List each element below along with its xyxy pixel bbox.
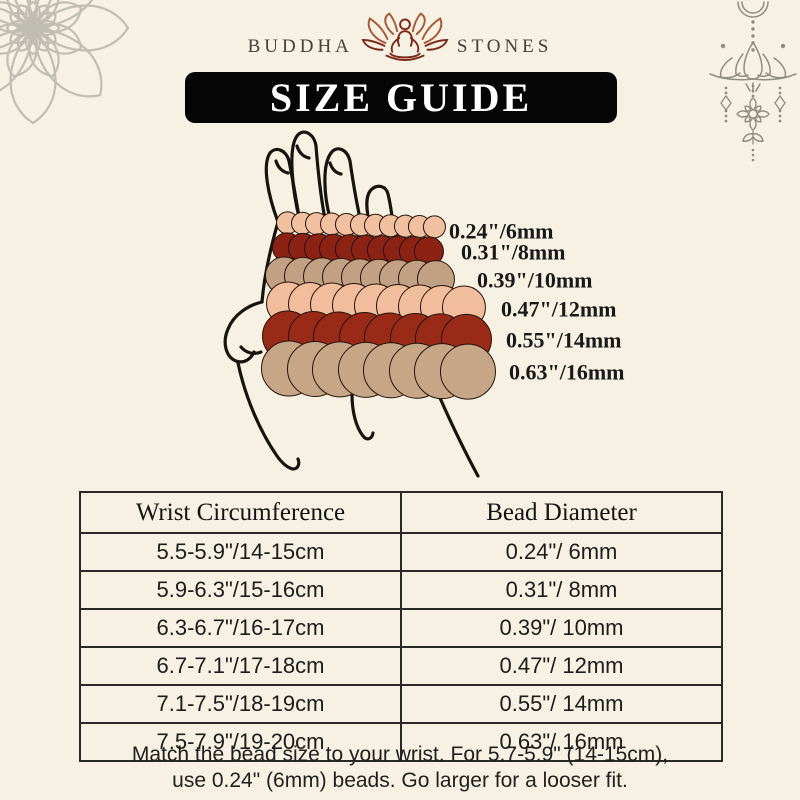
brand-name-left: BUDDHA [247,36,353,57]
table-cell: 0.55"/ 14mm [400,684,723,724]
table-cell: 0.47"/ 12mm [400,646,723,686]
bracelet-row [260,340,496,401]
table-cell: 7.5-7.9"/19-20cm [79,722,402,762]
brand-name-right: STONES [456,36,553,57]
table-row: 5.5-5.9"/14-15cm 0.24"/ 6mm [79,532,723,572]
table-cell: 5.9-6.3"/15-16cm [79,570,402,610]
bead-size-label: 0.55"/14mm [506,327,622,353]
banner-title: SIZE GUIDE [269,75,533,120]
column-header-wrist-circumference: Wrist Circumference [79,491,402,534]
table-row: 7.5-7.9"/19-20cm 0.63"/ 16mm [79,722,723,762]
size-guide-banner: SIZE GUIDE [185,72,617,123]
table-row: 7.1-7.5"/18-19cm 0.55"/ 14mm [79,684,723,724]
lotus-ornament-icon [709,1,797,162]
sizing-note: Match the bead size to your wrist. For 5… [0,742,800,793]
table-row: 6.3-6.7"/16-17cm 0.39"/ 10mm [79,608,723,648]
table-cell: 0.31"/ 8mm [400,570,723,610]
bead-size-label: 0.47"/12mm [501,296,617,322]
lotus-meditation-icon [361,12,449,62]
brand-logo: BUDDHA STONES [0,12,800,68]
table-cell: 0.24"/ 6mm [400,532,723,572]
size-table: Wrist Circumference Bead Diameter 5.5-5.… [79,491,723,762]
sizing-note-line1: Match the bead size to your wrist. For 5… [131,743,669,766]
table-cell: 6.3-6.7"/16-17cm [79,608,402,648]
table-header-row: Wrist Circumference Bead Diameter [79,491,723,534]
sizing-note-line2: use 0.24" (6mm) beads. Go larger for a l… [172,768,628,792]
table-cell: 5.5-5.9"/14-15cm [79,532,402,572]
table-row: 6.7-7.1"/17-18cm 0.47"/ 12mm [79,646,723,686]
column-header-bead-diameter: Bead Diameter [400,491,723,534]
bead-size-label: 0.39"/10mm [477,267,593,293]
table-cell: 7.1-7.5"/18-19cm [79,684,402,724]
mandala-icon [0,0,130,125]
bead-size-label: 0.31"/8mm [461,239,566,265]
table-cell: 0.63"/ 16mm [400,722,723,762]
bead [438,343,496,401]
table-row: 5.9-6.3"/15-16cm 0.31"/ 8mm [79,570,723,610]
bead-size-label: 0.63"/16mm [509,359,625,385]
table-cell: 0.39"/ 10mm [400,608,723,648]
table-cell: 6.7-7.1"/17-18cm [79,646,402,686]
bead-size-label: 0.24"/6mm [449,218,554,244]
bead [422,215,447,239]
